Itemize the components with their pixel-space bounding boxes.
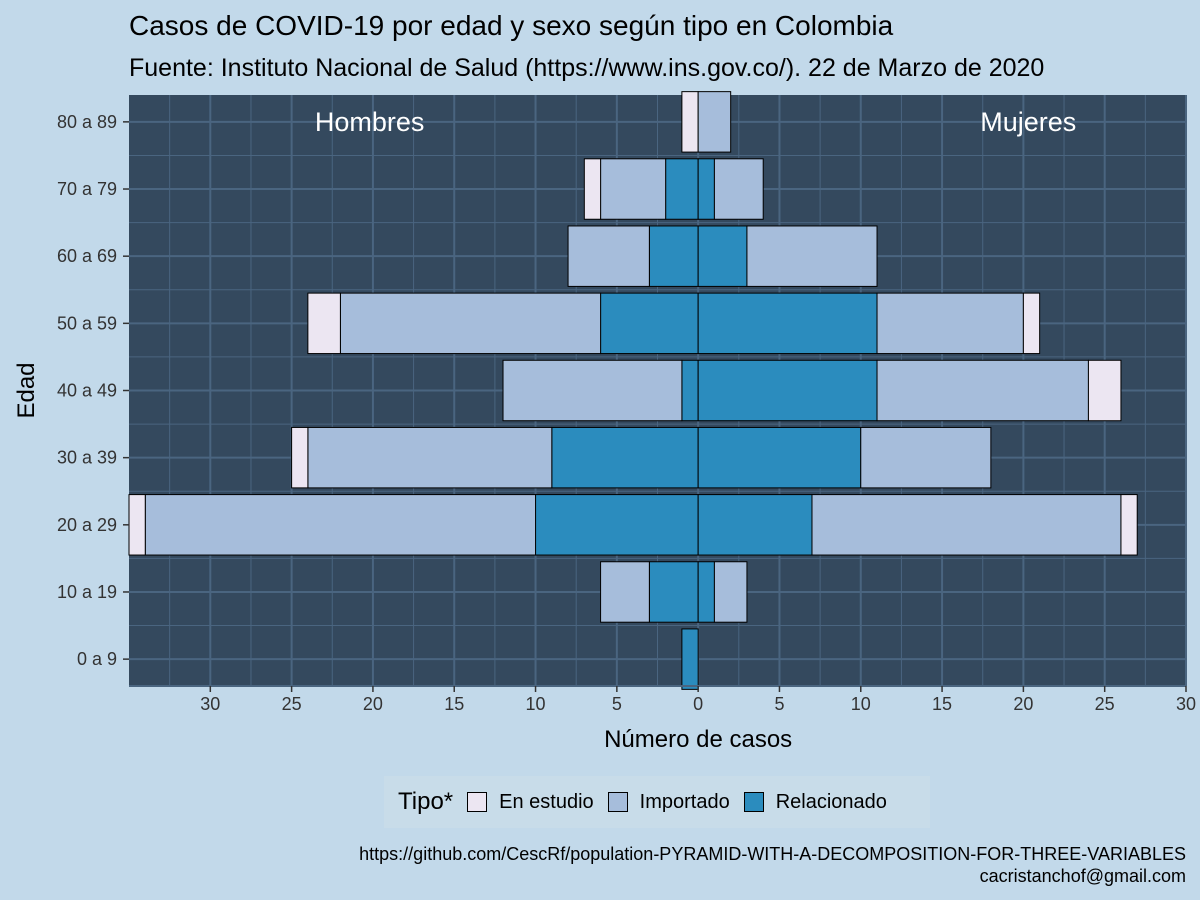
bar-mujeres-en-estudio [1087,359,1122,422]
x-tick-label: 30 [1176,694,1196,714]
bar-hombres-en-estudio [291,426,309,489]
legend-item-importado: Importado [607,790,730,814]
bar-hombres-en-estudio [307,292,341,355]
bar-mujeres-importado [713,561,748,623]
panel-label-hombres: Hombres [315,107,425,137]
bar-hombres-importado [567,225,650,287]
x-tick-label: 20 [363,694,383,714]
x-tick-label: 15 [932,694,952,714]
bar-mujeres-importado [876,359,1089,422]
y-tick-label: 30 a 39 [57,448,117,468]
bar-mujeres-importado [746,225,878,287]
bar-hombres-importado [144,494,537,556]
legend-item-relacionado: Relacionado [743,790,887,814]
bar-mujeres-relacionado [697,225,748,287]
bar-hombres-en-estudio [583,158,602,220]
x-tick-label: 10 [526,694,546,714]
bar-hombres-importado [600,561,650,623]
bar-mujeres-relacionado [697,158,715,220]
bar-hombres-relacionado [551,426,699,489]
legend-swatch [467,792,488,812]
bar-hombres-relacionado [648,225,699,287]
bar-mujeres-importado [697,91,732,153]
bar-hombres-relacionado [600,292,699,355]
bar-mujeres-importado [876,292,1024,355]
x-tick-label: 20 [1013,694,1033,714]
bar-mujeres-relacionado [697,292,878,355]
panel-label-mujeres: Mujeres [980,107,1076,137]
x-tick-label: 0 [693,694,703,714]
y-tick-label: 0 a 9 [77,649,117,669]
bar-mujeres-relacionado [697,561,715,623]
caption-url: https://github.com/CescRf/population-PYR… [359,844,1186,864]
x-tick-label: 10 [851,694,871,714]
x-tick-label: 5 [612,694,622,714]
legend-swatch [607,792,628,812]
legend-item-en-estudio: En estudio [467,791,594,814]
y-tick-label: 60 a 69 [57,246,117,266]
legend-label: En estudio [499,790,594,813]
bar-mujeres-relacionado [697,494,813,556]
bar-hombres-importado [502,359,683,422]
legend-label: Importado [639,790,730,813]
x-tick-label: 25 [1095,694,1115,714]
bar-hombres-relacionado [535,494,699,556]
bar-hombres-importado [600,158,667,220]
y-tick-label: 50 a 59 [57,313,117,333]
x-tick-label: 30 [200,694,220,714]
bar-mujeres-en-estudio [1120,494,1138,556]
x-axis-title: Número de casos [604,726,792,753]
bar-mujeres-importado [713,158,764,220]
x-tick-label: 15 [444,694,464,714]
bar-hombres-relacionado [681,359,699,422]
bar-hombres-en-estudio [681,91,699,153]
y-tick-label: 10 a 19 [57,582,117,602]
bar-mujeres-relacionado [697,359,878,422]
bar-hombres-importado [339,292,602,355]
bar-hombres-relacionado [681,628,699,690]
bar-hombres-importado [307,426,553,489]
chart-subtitle: Fuente: Instituto Nacional de Salud (htt… [129,54,1045,82]
y-tick-label: 40 a 49 [57,381,117,401]
y-tick-label: 70 a 79 [57,179,117,199]
x-tick-label: 5 [774,694,784,714]
bar-mujeres-importado [811,494,1122,556]
caption-email: cacristanchof@gmail.com [979,866,1186,886]
caption: https://github.com/CescRf/population-PYR… [359,843,1186,887]
legend-title: Tipo* [398,788,454,815]
x-tick-label: 25 [282,694,302,714]
chart-title: Casos de COVID-19 por edad y sexo según … [129,10,894,41]
bar-mujeres-en-estudio [1022,292,1041,355]
y-tick-label: 80 a 89 [57,112,117,132]
bar-hombres-relacionado [665,158,699,220]
legend-label: Relacionado [775,790,887,813]
y-axis-title: Edad [13,362,40,418]
bar-mujeres-relacionado [697,426,862,489]
legend: Tipo* En estudio Importado Relacionado [384,776,930,828]
bar-hombres-relacionado [648,561,699,623]
y-tick-label: 20 a 29 [57,515,117,535]
bar-mujeres-importado [860,426,992,489]
bar-hombres-en-estudio [128,494,146,556]
legend-swatch [743,792,764,812]
